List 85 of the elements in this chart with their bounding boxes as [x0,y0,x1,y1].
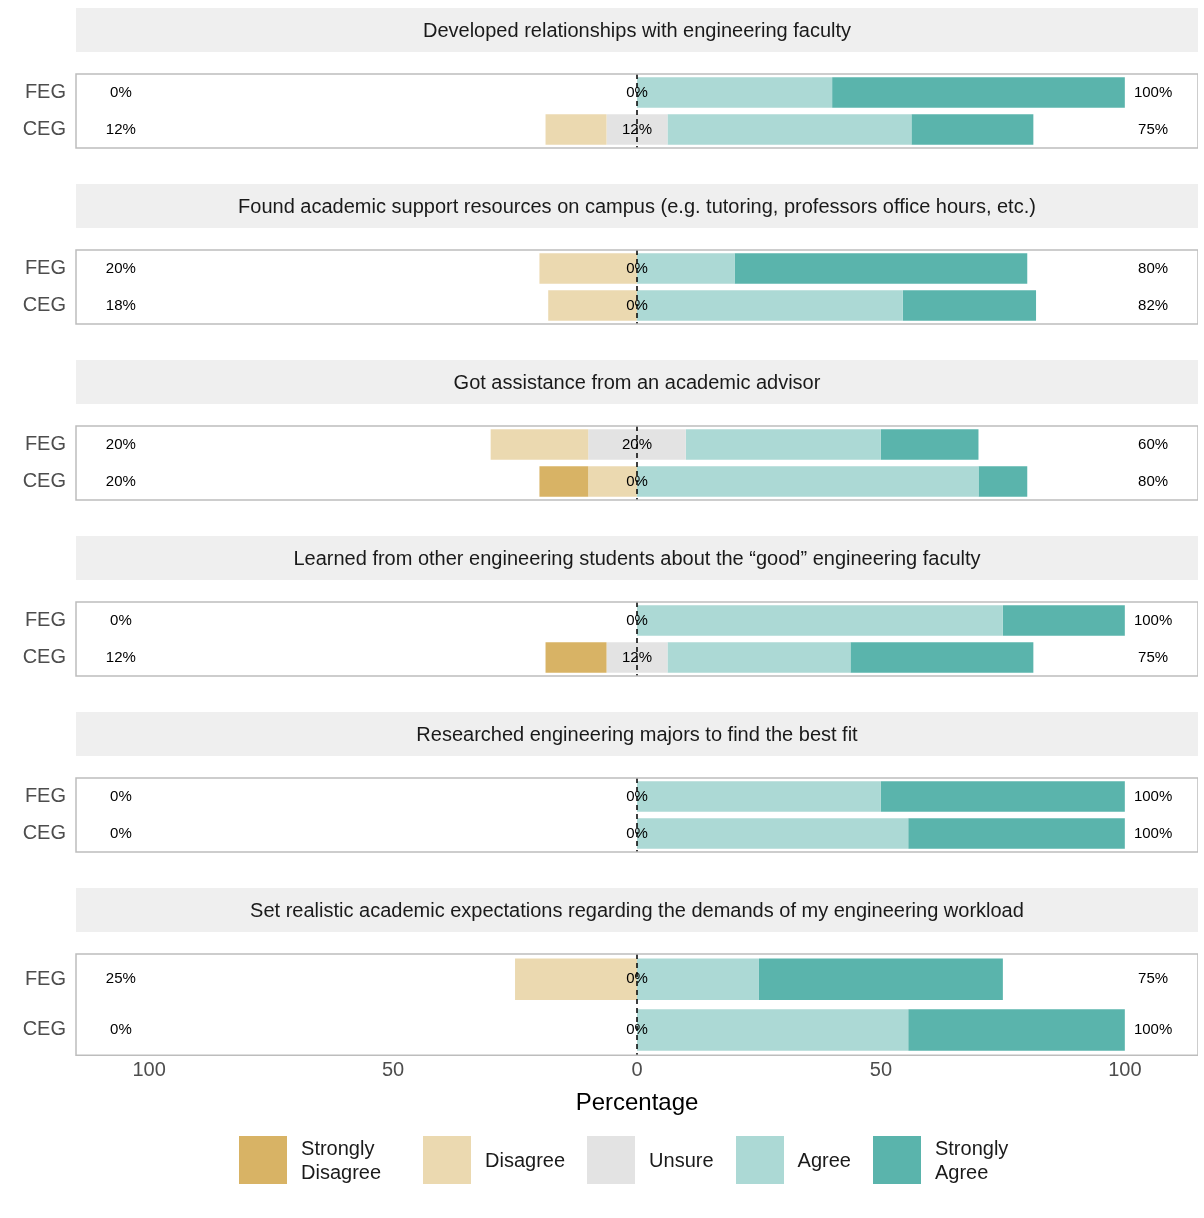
bar [911,114,1034,145]
x-tick-label: 0 [631,1057,643,1080]
chart-title: Learned from other engineering students about the “good” engineering faculty [76,536,1198,580]
annotation: 0% [626,82,648,100]
annotation: 80% [1138,471,1169,489]
annotation: 100% [1133,1020,1173,1038]
bar [545,642,607,673]
annotation: 25% [105,969,136,987]
annotation: 18% [105,295,136,313]
bar [978,466,1028,497]
annotation: 75% [1138,647,1169,665]
annotation: 0% [626,295,648,313]
annotation: 60% [1138,434,1169,452]
y-tick-label: FEG [24,966,66,989]
bar [902,290,1037,321]
bar [667,642,851,673]
legend-label: Agree [797,1148,851,1172]
chart-title: Developed relationships with engineering faculty [76,8,1198,52]
y-tick-label: FEG [24,432,66,455]
legend-label: Strongly Disagree [301,1136,383,1184]
bar [880,429,979,460]
annotation: 0% [626,610,648,628]
annotation: 20% [105,471,136,489]
annotation: 100% [1133,610,1173,628]
legend-label: Strongly Agree [934,1136,1010,1184]
annotation: 20% [621,434,653,452]
bar [908,1009,1125,1051]
annotation: 12% [105,647,136,665]
y-tick-label: CEG [22,293,66,316]
annotation: 20% [105,258,136,276]
bar [667,114,912,145]
x-tick-label: 100 [1108,1057,1142,1080]
bar [490,429,589,460]
bar [685,429,881,460]
y-tick-label: FEG [24,80,66,103]
annotation: 0% [626,1020,648,1038]
bar [588,429,686,460]
bar [1002,605,1125,636]
annotation: 75% [1138,119,1169,137]
y-tick-label: CEG [22,821,66,844]
annotation: 12% [105,119,136,137]
bar [758,958,1003,1001]
chart-title: Got assistance from an academic advisor [76,360,1198,404]
annotation: 0% [110,823,132,841]
y-tick-label: FEG [24,608,66,631]
x-tick-label: 100 [132,1057,166,1080]
annotation: 12% [621,647,653,665]
annotation: 100% [1133,82,1173,100]
annotation: 0% [626,969,648,987]
bar [545,114,607,145]
y-tick-label: CEG [22,1017,66,1040]
annotation: 0% [626,258,648,276]
bar [850,642,1034,673]
annotation: 75% [1138,969,1169,987]
bar [539,466,589,497]
y-tick-label: FEG [24,784,66,807]
annotation: 80% [1138,258,1169,276]
bar [832,77,1125,108]
y-tick-label: FEG [24,256,66,279]
annotation: 0% [626,471,648,489]
annotation: 0% [110,610,132,628]
x-tick-label: 50 [381,1057,405,1080]
bar [734,253,1028,284]
annotation: 20% [105,434,136,452]
annotation: 0% [626,786,648,804]
y-tick-label: CEG [22,645,66,668]
annotation: 0% [110,1020,132,1038]
annotation: 0% [110,82,132,100]
annotation: 100% [1133,823,1173,841]
annotation: 100% [1133,786,1173,804]
chart-title: Found academic support resources on campus (e.g. tutoring, professors office hours, etc.) [76,184,1198,228]
bar [606,114,668,145]
annotation: 0% [626,823,648,841]
chart-title: Researched engineering majors to find the best fit [76,712,1198,756]
legend-label: Disagree [485,1148,566,1172]
annotation: 12% [621,119,653,137]
x-tick-label: 50 [869,1057,893,1080]
bar [606,642,668,673]
x-axis-title: Percentage [575,1088,699,1116]
chart-title: Set realistic academic expectations regarding the demands of my engineering workload [76,888,1198,932]
y-tick-label: CEG [22,469,66,492]
annotation: 0% [110,786,132,804]
legend-label: Unsure [649,1148,714,1172]
y-tick-label: CEG [22,117,66,140]
annotation: 82% [1138,295,1169,313]
